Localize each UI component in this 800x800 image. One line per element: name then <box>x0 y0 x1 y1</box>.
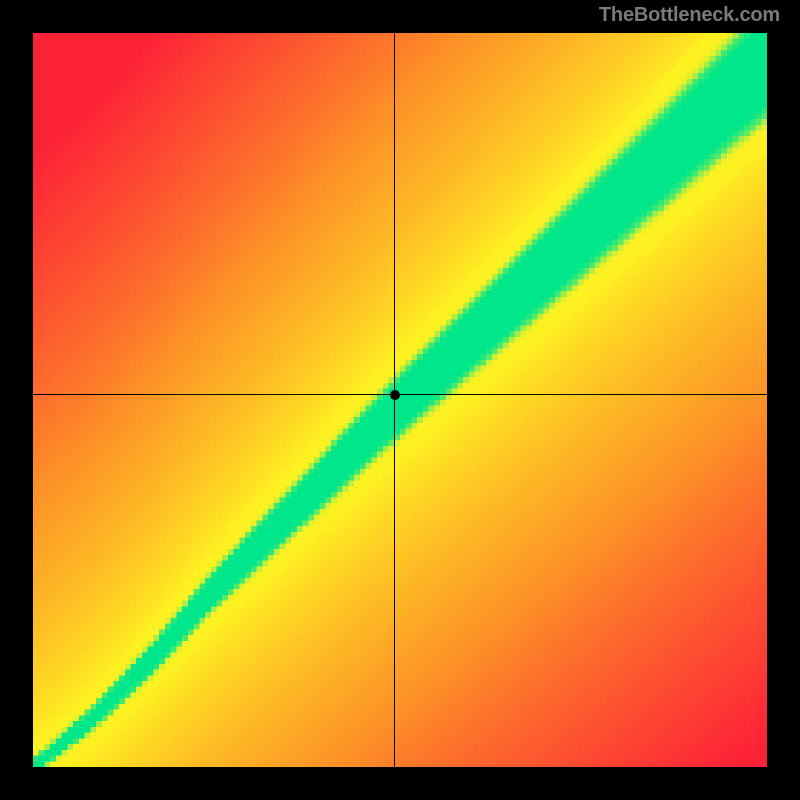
bottleneck-heatmap <box>33 33 767 767</box>
crosshair-horizontal <box>33 394 767 395</box>
crosshair-vertical <box>394 33 395 767</box>
chart-container: TheBottleneck.com <box>0 0 800 800</box>
watermark-text: TheBottleneck.com <box>599 4 780 27</box>
selection-marker <box>390 390 400 400</box>
